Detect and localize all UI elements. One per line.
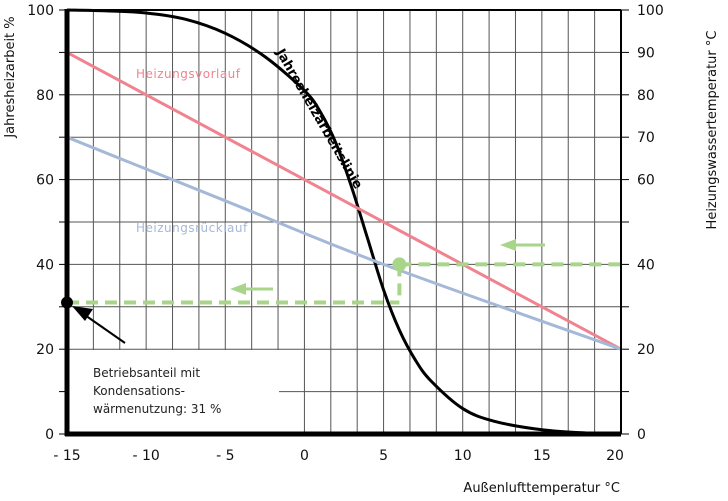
x-tick-label: 5 <box>379 448 388 464</box>
y-tick-label-right: 20 <box>637 342 655 358</box>
x-tick-label: 0 <box>300 448 309 464</box>
y-tick-label-left: 100 <box>27 3 54 19</box>
y-tick-label-left: 0 <box>45 427 54 443</box>
annotation: Betriebsanteil mit Kondensations- wärmen… <box>93 366 221 416</box>
y-tick-label-left: 20 <box>36 342 54 358</box>
marker-point <box>61 296 73 309</box>
x-tick-label: - 15 <box>53 448 80 464</box>
x-axis-title: Außenlufttemperatur °C <box>463 481 620 496</box>
x-tick-label: 10 <box>454 448 472 464</box>
grid <box>67 10 621 434</box>
annotation-line-1: Betriebsanteil mit <box>93 366 200 380</box>
x-tick-label: 20 <box>606 448 624 464</box>
x-tick-label: 15 <box>533 448 551 464</box>
y-axis-left-title: Jahresheizarbeit % <box>3 16 18 138</box>
series-line-vorlauf <box>66 51 622 351</box>
series-line-ruecklauf <box>66 135 622 351</box>
guide-point <box>392 257 407 272</box>
annotation-line-2: Kondensations- <box>93 384 185 398</box>
y-tick-label-left: 60 <box>36 173 54 189</box>
y-tick-label-left: 40 <box>36 257 54 273</box>
x-tick-label: - 10 <box>132 448 159 464</box>
arrow-head-icon <box>72 306 93 321</box>
y-axis-right-title: Heizungswassertemperatur °C <box>705 31 720 230</box>
y-tick-label-right: 70 <box>637 130 655 146</box>
y-tick-label-right: 80 <box>637 88 655 104</box>
arrow-left-icon <box>500 239 516 251</box>
y-tick-label-right: 90 <box>637 45 655 61</box>
annotation-arrow <box>81 312 126 344</box>
y-tick-label-left: 80 <box>36 88 54 104</box>
x-tick-label: - 5 <box>216 448 234 464</box>
series-line-jahresheizarbeit <box>66 8 622 436</box>
y-tick-label-right: 40 <box>637 257 655 273</box>
annotation-background <box>69 350 279 432</box>
y-tick-label-right: 0 <box>637 427 646 443</box>
annotation-line-3: wärmenutzung: 31 % <box>93 402 221 416</box>
y-tick-label-right: 60 <box>637 173 655 189</box>
arrow-left-icon <box>230 283 246 295</box>
y-tick-label-right: 100 <box>637 3 664 19</box>
series-label-vorlauf: Heizungsvorlauf <box>136 67 241 81</box>
series-label-ruecklauf: Heizungsrücklauf <box>136 221 248 235</box>
